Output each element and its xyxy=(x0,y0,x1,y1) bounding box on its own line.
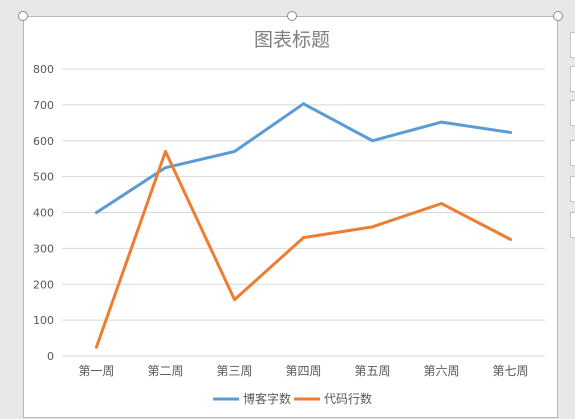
x-tick-label: 第六周 xyxy=(423,364,459,378)
series-line[interactable] xyxy=(95,150,512,349)
chart-elements-button[interactable] xyxy=(570,32,575,58)
x-tick-label: 第三周 xyxy=(216,364,252,378)
data-point[interactable] xyxy=(302,102,305,106)
y-tick-label: 0 xyxy=(47,350,54,363)
y-tick-label: 800 xyxy=(33,63,54,76)
resize-handle-top-right[interactable] xyxy=(553,11,563,21)
chart-side-button-6[interactable] xyxy=(570,212,575,238)
legend-item[interactable]: 代码行数 xyxy=(294,391,372,406)
legend[interactable]: 博客字数 代码行数 xyxy=(213,391,372,406)
data-point[interactable] xyxy=(95,211,98,214)
data-point[interactable] xyxy=(164,150,167,154)
data-point[interactable] xyxy=(371,225,374,229)
data-point[interactable] xyxy=(440,202,443,206)
chart-side-button-4[interactable] xyxy=(570,140,575,166)
y-tick-label: 100 xyxy=(33,314,54,327)
resize-handle-top-left[interactable] xyxy=(18,11,28,21)
series-1[interactable] xyxy=(95,102,512,214)
legend-label: 代码行数 xyxy=(324,391,372,406)
chart-styles-button[interactable] xyxy=(570,66,575,92)
x-tick-label: 第二周 xyxy=(147,364,183,378)
y-tick-label: 200 xyxy=(33,278,54,291)
x-tick-label: 第七周 xyxy=(492,364,528,378)
y-tick-label: 700 xyxy=(33,99,54,112)
data-point[interactable] xyxy=(509,237,512,241)
y-axis-tick-labels: 0 100 200 300 400 500 600 700 800 xyxy=(33,63,54,363)
resize-handle-top-middle[interactable] xyxy=(287,11,297,21)
series-2[interactable] xyxy=(95,150,512,349)
chart-filters-button[interactable] xyxy=(570,100,575,126)
gridlines xyxy=(62,68,545,357)
series-line[interactable] xyxy=(95,102,512,214)
legend-item[interactable]: 博客字数 xyxy=(213,391,291,406)
y-tick-label: 500 xyxy=(33,171,54,184)
chart-side-button-5[interactable] xyxy=(570,176,575,202)
data-point[interactable] xyxy=(440,120,443,124)
x-tick-label: 第五周 xyxy=(354,364,390,378)
legend-label: 博客字数 xyxy=(243,391,291,406)
chart-title[interactable]: 图表标题 xyxy=(254,29,330,51)
data-point[interactable] xyxy=(509,130,512,134)
data-point[interactable] xyxy=(233,150,236,154)
y-tick-label: 300 xyxy=(33,242,54,255)
y-tick-label: 600 xyxy=(33,135,54,148)
y-tick-label: 400 xyxy=(33,207,54,220)
data-point[interactable] xyxy=(95,345,98,349)
data-point[interactable] xyxy=(233,298,236,302)
x-axis-tick-labels: 第一周 第二周 第三周 第四周 第五周 第六周 第七周 xyxy=(78,364,528,378)
data-point[interactable] xyxy=(302,236,305,240)
data-point[interactable] xyxy=(164,166,167,170)
data-point[interactable] xyxy=(371,139,374,143)
x-tick-label: 第一周 xyxy=(78,364,114,378)
plot-area-series[interactable] xyxy=(95,102,512,349)
x-tick-label: 第四周 xyxy=(285,364,321,378)
